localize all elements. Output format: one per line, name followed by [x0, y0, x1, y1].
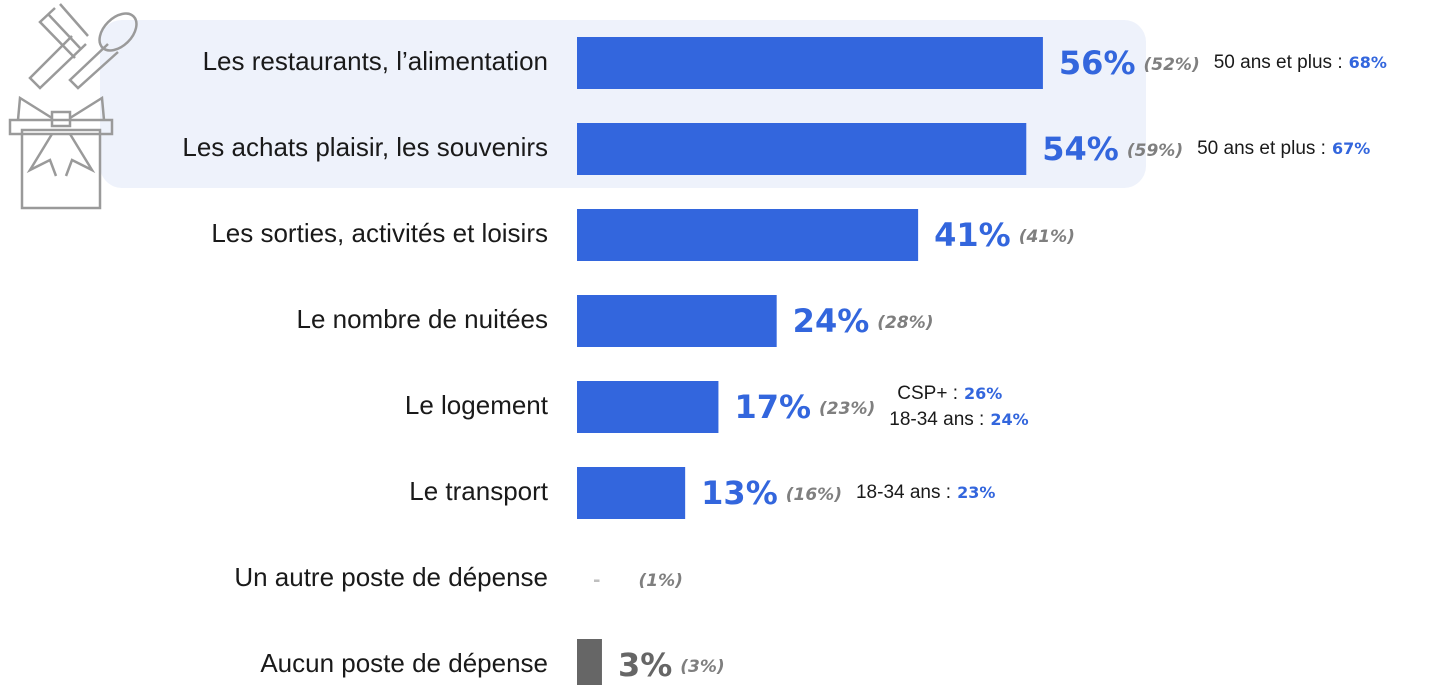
- annotation-text: 50 ans et plus :: [1214, 52, 1343, 73]
- value-label: -: [593, 570, 600, 591]
- category-label: Le logement: [405, 390, 549, 420]
- value-label: 54%: [1042, 130, 1119, 168]
- previous-label: (16%): [786, 485, 842, 505]
- annotation-text: CSP+ :: [897, 383, 958, 404]
- annotation: CSP+ : 26%: [897, 383, 1002, 404]
- annotation-text: 18-34 ans :: [889, 409, 984, 430]
- annotation-value: 23%: [957, 483, 995, 502]
- category-label: Le nombre de nuitées: [296, 304, 548, 334]
- category-label: Les sorties, activités et loisirs: [211, 218, 548, 248]
- category-label: Un autre poste de dépense: [234, 562, 548, 592]
- bar: [577, 295, 777, 347]
- value-label: 24%: [793, 302, 870, 340]
- value-label: 13%: [701, 474, 778, 512]
- previous-label: (59%): [1127, 141, 1183, 161]
- previous-label: (1%): [638, 571, 682, 591]
- annotation: 18-34 ans : 23%: [856, 482, 995, 503]
- category-label: Les achats plaisir, les souvenirs: [182, 132, 548, 162]
- bar: [577, 37, 1043, 89]
- food-icon: [28, 3, 138, 90]
- previous-label: (52%): [1144, 55, 1200, 75]
- bar: [577, 123, 1027, 175]
- annotation-value: 26%: [964, 384, 1002, 403]
- annotation-value: 68%: [1349, 53, 1387, 72]
- annotation-text: 50 ans et plus :: [1197, 138, 1326, 159]
- annotation: 50 ans et plus : 67%: [1197, 138, 1370, 159]
- value-label: 56%: [1059, 44, 1136, 82]
- annotation: 50 ans et plus : 68%: [1214, 52, 1387, 73]
- category-label: Les restaurants, l’alimentation: [203, 46, 548, 76]
- gift-icon: [8, 95, 114, 210]
- annotation-value: 67%: [1332, 139, 1370, 158]
- previous-label: (23%): [819, 399, 875, 419]
- previous-label: (41%): [1019, 227, 1075, 247]
- value-label: 3%: [618, 646, 672, 684]
- bar: [577, 209, 919, 261]
- annotation-text: 18-34 ans :: [856, 482, 951, 503]
- bar: [577, 467, 686, 519]
- bar: [577, 381, 719, 433]
- previous-label: (28%): [877, 313, 933, 333]
- bar: [577, 639, 602, 685]
- annotation-value: 24%: [990, 410, 1028, 429]
- value-label: 17%: [734, 388, 811, 426]
- annotation: 18-34 ans : 24%: [889, 409, 1028, 430]
- value-label: 41%: [934, 216, 1011, 254]
- category-label: Le transport: [409, 476, 549, 506]
- category-label: Aucun poste de dépense: [260, 648, 548, 678]
- previous-label: (3%): [680, 657, 724, 677]
